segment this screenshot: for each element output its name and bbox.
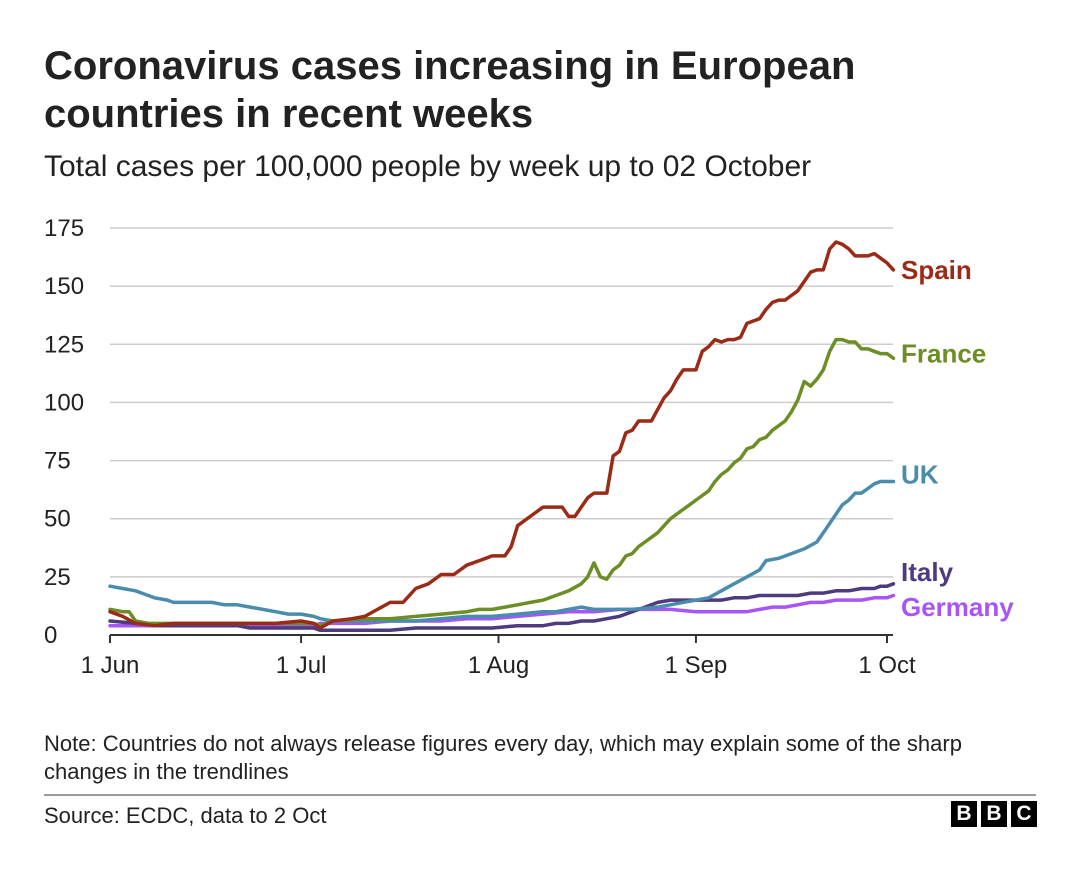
series-line-spain: [108, 240, 896, 630]
y-tick-label: 25: [44, 564, 71, 591]
x-tick-label: 1 Jun: [81, 652, 140, 679]
series-label-france: France: [901, 339, 986, 369]
x-tick-label: 1 Jul: [276, 652, 327, 679]
chart-note: Note: Countries do not always release fi…: [44, 731, 962, 784]
logo-letter: B: [981, 801, 1007, 827]
y-tick-label: 50: [44, 506, 71, 533]
logo-letter: B: [951, 801, 977, 827]
y-tick-label: 0: [44, 622, 57, 649]
chart-title: Coronavirus cases increasing in European…: [44, 44, 856, 136]
line-chart: 0 25 50 75 100 125 150 175 1 Jun 1 Jul 1 Aug 1 Sep 1…: [44, 215, 1014, 679]
series-lines: [108, 240, 896, 633]
series-label-uk: UK: [901, 460, 939, 490]
source-text: Source: ECDC, data to 2 Oct: [44, 803, 327, 828]
x-tick-label: 1 Aug: [468, 652, 529, 679]
axes: 0 25 50 75 100 125 150 175 1 Jun 1 Jul 1 Aug 1 Sep 1…: [44, 215, 916, 679]
logo-letter: C: [1011, 801, 1037, 827]
y-tick-label: 75: [44, 448, 71, 475]
series-label-germany: Germany: [901, 592, 1014, 622]
x-tick-label: 1 Oct: [858, 652, 916, 679]
y-tick-label: 175: [44, 215, 84, 242]
y-tick-label: 150: [44, 273, 84, 300]
series-line-uk: [108, 479, 896, 623]
series-label-spain: Spain: [901, 255, 972, 285]
series-line-italy: [108, 582, 896, 633]
series-label-italy: Italy: [901, 557, 954, 587]
chart-subtitle: Total cases per 100,000 people by week u…: [44, 150, 812, 183]
series-labels: Spain France UK Italy Germany: [901, 255, 1014, 622]
y-tick-label: 100: [44, 389, 84, 416]
gridlines: [110, 227, 893, 578]
series-line-france: [108, 337, 896, 628]
series-line-germany: [108, 593, 896, 628]
footer-divider: [44, 794, 1036, 796]
x-tick-label: 1 Sep: [665, 652, 728, 679]
y-tick-label: 125: [44, 331, 84, 358]
bbc-logo: B B C: [951, 801, 1037, 827]
